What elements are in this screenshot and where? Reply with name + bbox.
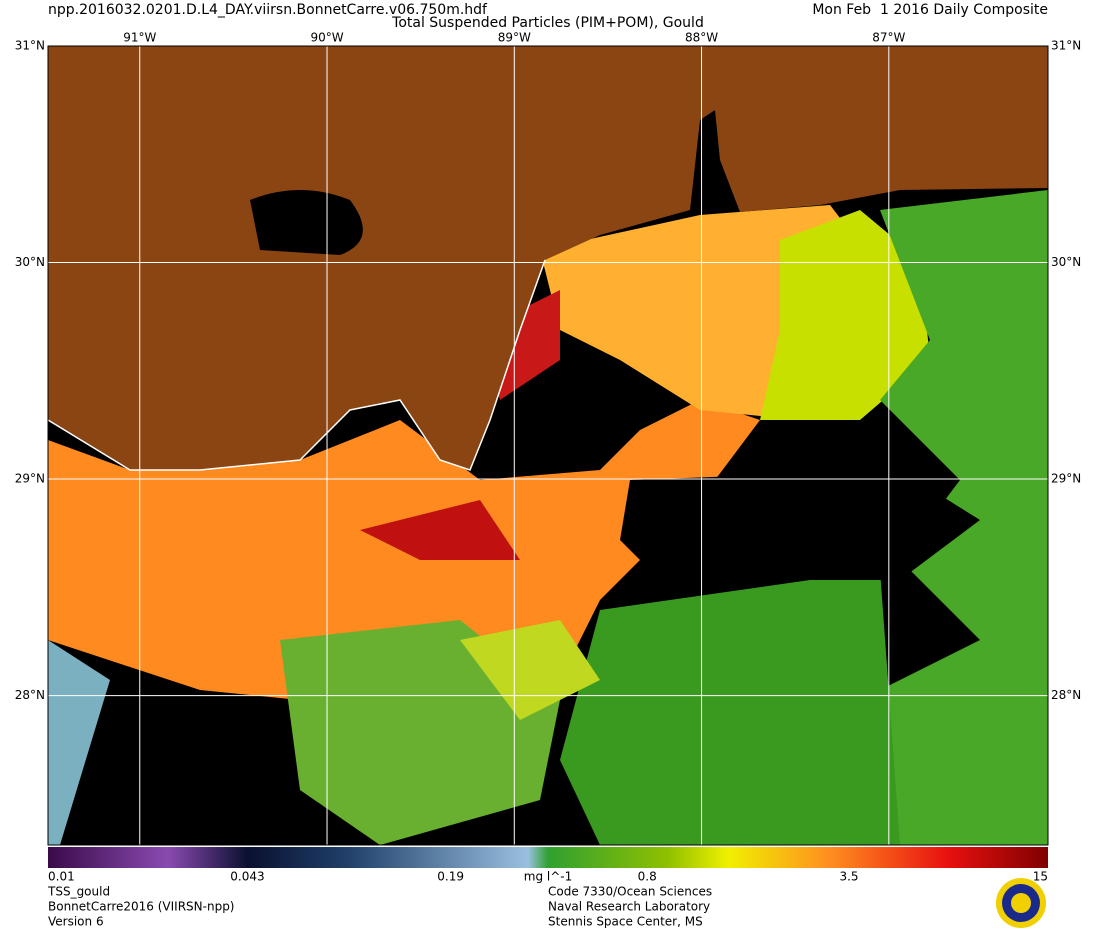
lat-label-left: 30°N bbox=[15, 255, 45, 269]
lon-label: 87°W bbox=[872, 31, 905, 45]
lon-label: 90°W bbox=[310, 31, 343, 45]
lon-label: 91°W bbox=[123, 31, 156, 45]
colorbar-tick-label: 0.8 bbox=[638, 870, 657, 884]
lat-label-left: 31°N bbox=[15, 39, 45, 53]
date: Mon Feb 1 2016 Daily Composite bbox=[812, 2, 1048, 18]
lat-label-right: 28°N bbox=[1051, 688, 1081, 702]
colorbar-unit: mg l^-1 bbox=[524, 870, 572, 884]
colorbar-tick-label: 0.19 bbox=[437, 870, 464, 884]
lat-label-left: 28°N bbox=[15, 688, 45, 702]
map-frame bbox=[47, 45, 1049, 846]
footer-left: BonnetCarre2016 (VIIRSN-npp) bbox=[48, 900, 235, 914]
colorbar-tick-label: 15 bbox=[1033, 870, 1048, 884]
lat-label-right: 31°N bbox=[1051, 39, 1081, 53]
file-name: npp.2016032.0201.D.L4_DAY.viirsn.BonnetC… bbox=[48, 2, 488, 18]
colorbar bbox=[48, 847, 1048, 868]
lat-label-right: 30°N bbox=[1051, 255, 1081, 269]
lat-label-right: 29°N bbox=[1051, 472, 1081, 486]
footer-center: Code 7330/Ocean Sciences bbox=[548, 885, 712, 899]
logo bbox=[996, 878, 1046, 928]
footer-left: TSS_gould bbox=[47, 885, 110, 899]
lon-label: 89°W bbox=[498, 31, 531, 45]
lon-label: 88°W bbox=[685, 31, 718, 45]
footer-center: Naval Research Laboratory bbox=[548, 900, 710, 914]
map-image bbox=[48, 46, 1048, 845]
colorbar-tick-label: 0.043 bbox=[230, 870, 264, 884]
lat-label-left: 29°N bbox=[15, 472, 45, 486]
map-title: Total Suspended Particles (PIM+POM), Gou… bbox=[391, 15, 704, 31]
colorbar-tick-label: 0.01 bbox=[48, 870, 75, 884]
footer-center: Stennis Space Center, MS bbox=[548, 915, 703, 929]
footer-left: Version 6 bbox=[48, 915, 104, 929]
colorbar-tick-label: 3.5 bbox=[839, 870, 858, 884]
